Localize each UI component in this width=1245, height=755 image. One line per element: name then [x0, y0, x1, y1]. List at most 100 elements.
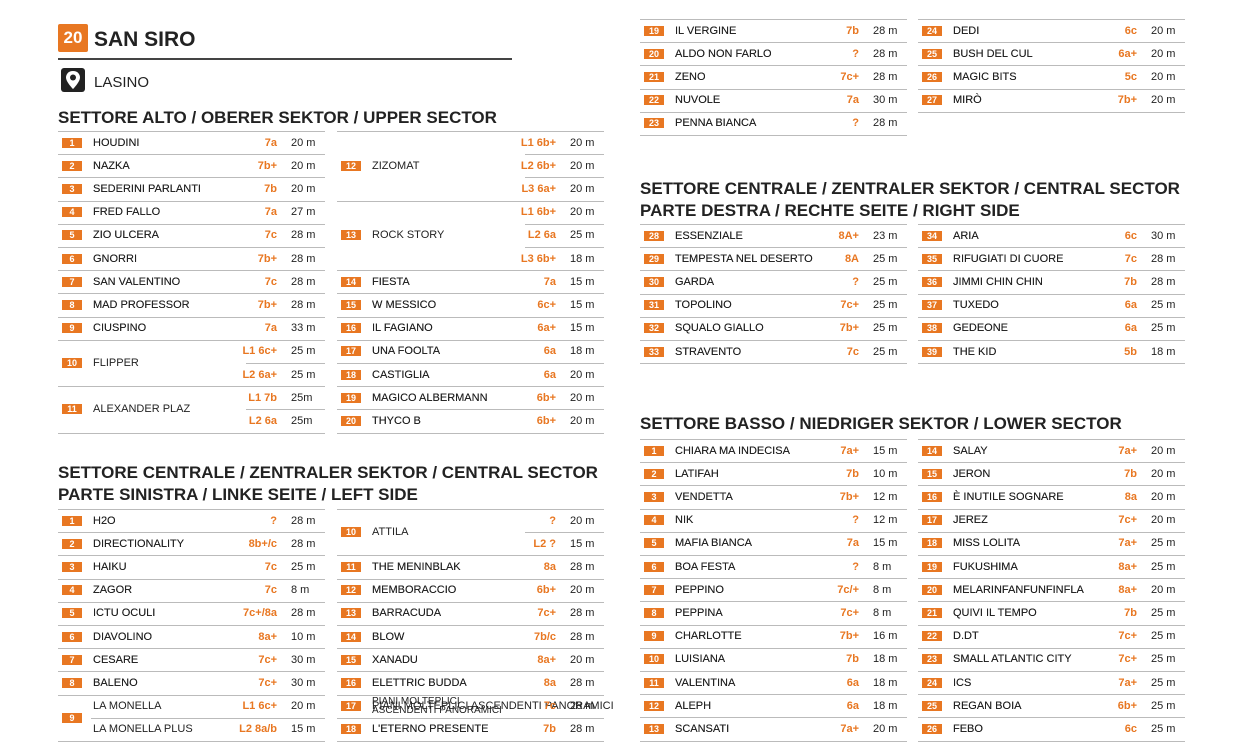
- route-length: 20 m: [291, 159, 316, 172]
- route-length: 8 m: [873, 583, 892, 596]
- row-rule: [525, 223, 604, 225]
- route-grade: 7b: [846, 653, 859, 666]
- route-name: BARRACUDA: [372, 607, 442, 620]
- route-name: STRAVENTO: [675, 345, 742, 358]
- route-grade: ?: [852, 560, 859, 573]
- route-name: NAZKA: [93, 159, 130, 172]
- route-length: 20 m: [570, 136, 595, 149]
- row-rule: [640, 111, 907, 113]
- route-grade: 7b: [846, 24, 859, 37]
- route-number: 4: [62, 585, 82, 596]
- route-grade: 7a+: [1118, 444, 1137, 457]
- route-length: 28 m: [291, 229, 316, 242]
- route-name: ATTILA: [372, 526, 409, 539]
- row-rule: [918, 42, 1185, 44]
- route-length: 25 m: [291, 368, 316, 381]
- route-grade: 7c: [264, 584, 277, 597]
- route-number: 6: [62, 253, 82, 264]
- route-name: SALAY: [953, 444, 988, 457]
- row-rule: [58, 671, 325, 673]
- route-name: ELETTRIC BUDDA: [372, 676, 467, 689]
- row-rule: [918, 65, 1185, 67]
- route-length: 20 m: [570, 414, 595, 427]
- route-grade: 7b: [1124, 275, 1137, 288]
- route-grade: 8a+: [258, 630, 277, 643]
- row-rule: [58, 386, 325, 388]
- route-name: MELARINFANFUNFINFLA: [953, 583, 1084, 596]
- route-number: 18: [341, 369, 361, 380]
- route-grade: 7c/+: [837, 583, 859, 596]
- route-name: IL VERGINE: [675, 24, 737, 37]
- route-grade: 7a: [264, 136, 277, 149]
- route-name: MELARINFANFUNFINFLA: [953, 583, 1084, 596]
- route-grade: ?: [270, 514, 277, 527]
- route-grade: 6a+: [537, 322, 556, 335]
- route-number: 7: [62, 654, 82, 665]
- route-name: PIANI MOLTEPLICI ASCENDENTI PANORAMICI: [372, 700, 614, 713]
- row-rule: [58, 270, 325, 272]
- route-name: MISS LOLITA: [953, 537, 1021, 550]
- route-name: H2O: [93, 514, 116, 527]
- row-rule: [58, 223, 325, 225]
- route-name: BALENO: [93, 676, 138, 689]
- route-grade: 7a+: [840, 444, 859, 457]
- row-rule: [640, 462, 907, 464]
- route-number: 7: [62, 276, 82, 287]
- route-name: NAZKA: [93, 159, 130, 172]
- route-length: 25 m: [1151, 322, 1176, 335]
- route-grade: ?: [852, 47, 859, 60]
- route-number: 37: [922, 300, 942, 311]
- route-name: NIK: [675, 514, 694, 527]
- route-number: 9: [644, 631, 664, 642]
- route-name: ZAGOR: [93, 584, 133, 597]
- route-grade: 8a+: [537, 653, 556, 666]
- route-length: 18 m: [570, 252, 595, 265]
- route-name: NUVOLE: [675, 94, 721, 107]
- route-length: 15 m: [873, 537, 898, 550]
- route-name: BLOW: [372, 630, 405, 643]
- route-name: QUIVI IL TEMPO: [953, 606, 1037, 619]
- route-name: ICS: [953, 676, 972, 689]
- row-rule: [337, 409, 604, 411]
- route-grade: 6a: [846, 676, 859, 689]
- row-rule: [58, 601, 325, 603]
- route-name: UNA FOOLTA: [372, 345, 441, 358]
- route-number: 8: [644, 608, 664, 618]
- route-number: 16: [341, 678, 361, 688]
- route-grade: 6c: [1124, 229, 1137, 242]
- route-name: TOPOLINO: [675, 299, 732, 312]
- route-length: 25 m: [873, 322, 898, 335]
- route-name: XANADU: [372, 653, 418, 666]
- row-rule: [640, 293, 907, 295]
- route-name: REGAN BOIA: [953, 699, 1022, 712]
- route-grade: 6b+: [536, 391, 556, 404]
- route-name: SAN VALENTINO: [93, 275, 181, 288]
- route-grade: 7a+: [1118, 676, 1137, 689]
- route-number: 1: [62, 137, 82, 148]
- route-length: 20 m: [1151, 94, 1176, 107]
- route-name: THYCO B: [372, 414, 421, 427]
- row-rule: [918, 19, 1185, 20]
- route-grade: 7b: [543, 723, 556, 736]
- row-rule: [918, 293, 1185, 295]
- route-number: 38: [922, 323, 942, 334]
- route-name: DEDI: [953, 24, 980, 37]
- row-rule: [918, 671, 1185, 672]
- route-name: MAFIA BIANCA: [675, 537, 753, 550]
- row-rule: [918, 270, 1185, 272]
- route-number: 17: [922, 515, 942, 526]
- route-name: TUXEDO: [953, 299, 999, 312]
- route-name: CHARLOTTE: [675, 630, 742, 643]
- route-number: 21: [644, 72, 664, 82]
- route-number: 34: [922, 230, 942, 241]
- row-rule: [337, 293, 604, 295]
- route-grade: L2 6a: [248, 414, 277, 427]
- row-rule: [58, 432, 325, 434]
- route-grade: 7b+: [1117, 94, 1137, 107]
- row-rule: [918, 363, 1185, 365]
- route-grade: 7c: [1124, 252, 1137, 265]
- route-name: ALEPH: [675, 699, 712, 712]
- route-grade: 7b+: [839, 322, 859, 335]
- route-number: 32: [644, 323, 664, 334]
